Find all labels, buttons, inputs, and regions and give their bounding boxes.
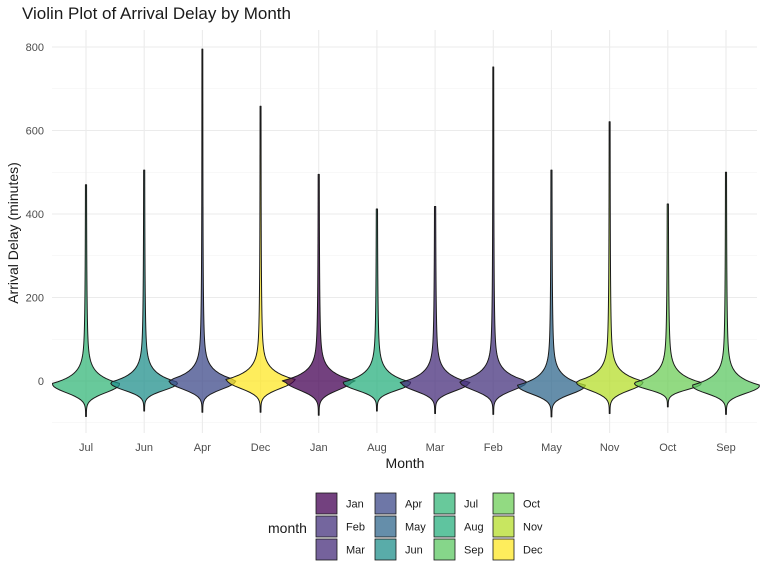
legend-item-mar: Mar [315,538,365,561]
x-tick-label: Apr [194,442,211,454]
x-tick-label: Jan [310,442,328,454]
legend-item-jul: Jul [433,492,478,515]
x-tick-label: Jun [135,442,153,454]
violin-aug [342,208,412,412]
grid-layer [52,30,757,433]
x-tick-label: Aug [367,442,387,454]
chart-title: Violin Plot of Arrival Delay by Month [22,4,291,23]
legend-item-dec: Dec [492,538,543,561]
legend-label: Jun [405,545,423,557]
y-tick-label: 400 [26,209,44,221]
x-tick-label: Dec [251,442,271,454]
violin-nov [575,121,644,415]
legend-label: Dec [523,545,543,557]
legend: month Jan Feb Mar Apr May Jun Jul Aug Sep Oct Nov D… [268,492,543,561]
legend-item-aug: Aug [433,515,484,538]
legend-swatch [492,538,515,561]
legend-item-oct: Oct [492,492,540,515]
violin-jan [281,173,356,416]
y-tick-labels: 0 200 400 600 800 [26,42,44,388]
violin-jul [51,184,121,417]
legend-swatch [492,492,515,515]
legend-label: Jan [346,499,364,511]
x-tick-label: Mar [426,442,445,454]
y-axis-title: Arrival Delay (minutes) [5,162,21,304]
legend-title: month [268,520,307,536]
y-tick-label: 200 [26,293,44,305]
legend-item-sep: Sep [433,538,484,561]
violin-mar [399,205,471,415]
legend-swatch [374,515,397,538]
legend-swatch [315,538,338,561]
legend-swatch [315,515,338,538]
legend-label: May [405,522,426,534]
legend-item-may: May [374,515,426,538]
legend-label: Feb [346,522,365,534]
legend-label: Sep [464,545,484,557]
x-tick-label: Feb [484,442,503,454]
legend-swatch [374,538,397,561]
legend-label: Mar [346,545,365,557]
violin-feb [459,66,528,415]
legend-swatch [433,515,456,538]
legend-item-feb: Feb [315,515,365,538]
legend-swatch [433,538,456,561]
legend-swatch [315,492,338,515]
violin-sep [692,171,760,415]
x-tick-labels: Jul Jun Apr Dec Jan Aug Mar Feb May Nov Oct Sep [79,442,736,454]
x-tick-label: Sep [716,442,736,454]
violin-dec [225,105,296,413]
x-tick-label: May [541,442,562,454]
legend-item-nov: Nov [492,515,543,538]
violin-apr [168,48,237,413]
legend-label: Nov [523,522,543,534]
legend-label: Oct [523,499,540,511]
violin-may [516,169,586,418]
x-tick-label: Jul [79,442,93,454]
violin-oct [633,203,702,408]
x-tick-label: Nov [600,442,620,454]
violin-layer [51,48,760,418]
y-tick-label: 600 [26,126,44,138]
legend-swatch [433,492,456,515]
legend-swatch [374,492,397,515]
legend-label: Apr [405,499,422,511]
y-tick-label: 0 [38,376,44,388]
legend-item-jan: Jan [315,492,364,515]
legend-items: Jan Feb Mar Apr May Jun Jul Aug Sep Oct Nov Dec [315,492,543,561]
violin-jun [110,169,179,412]
legend-swatch [492,515,515,538]
legend-item-apr: Apr [374,492,422,515]
legend-item-jun: Jun [374,538,423,561]
y-tick-label: 800 [26,42,44,54]
legend-label: Jul [464,499,478,511]
x-tick-label: Oct [659,442,676,454]
x-axis-title: Month [386,455,425,471]
legend-label: Aug [464,522,484,534]
